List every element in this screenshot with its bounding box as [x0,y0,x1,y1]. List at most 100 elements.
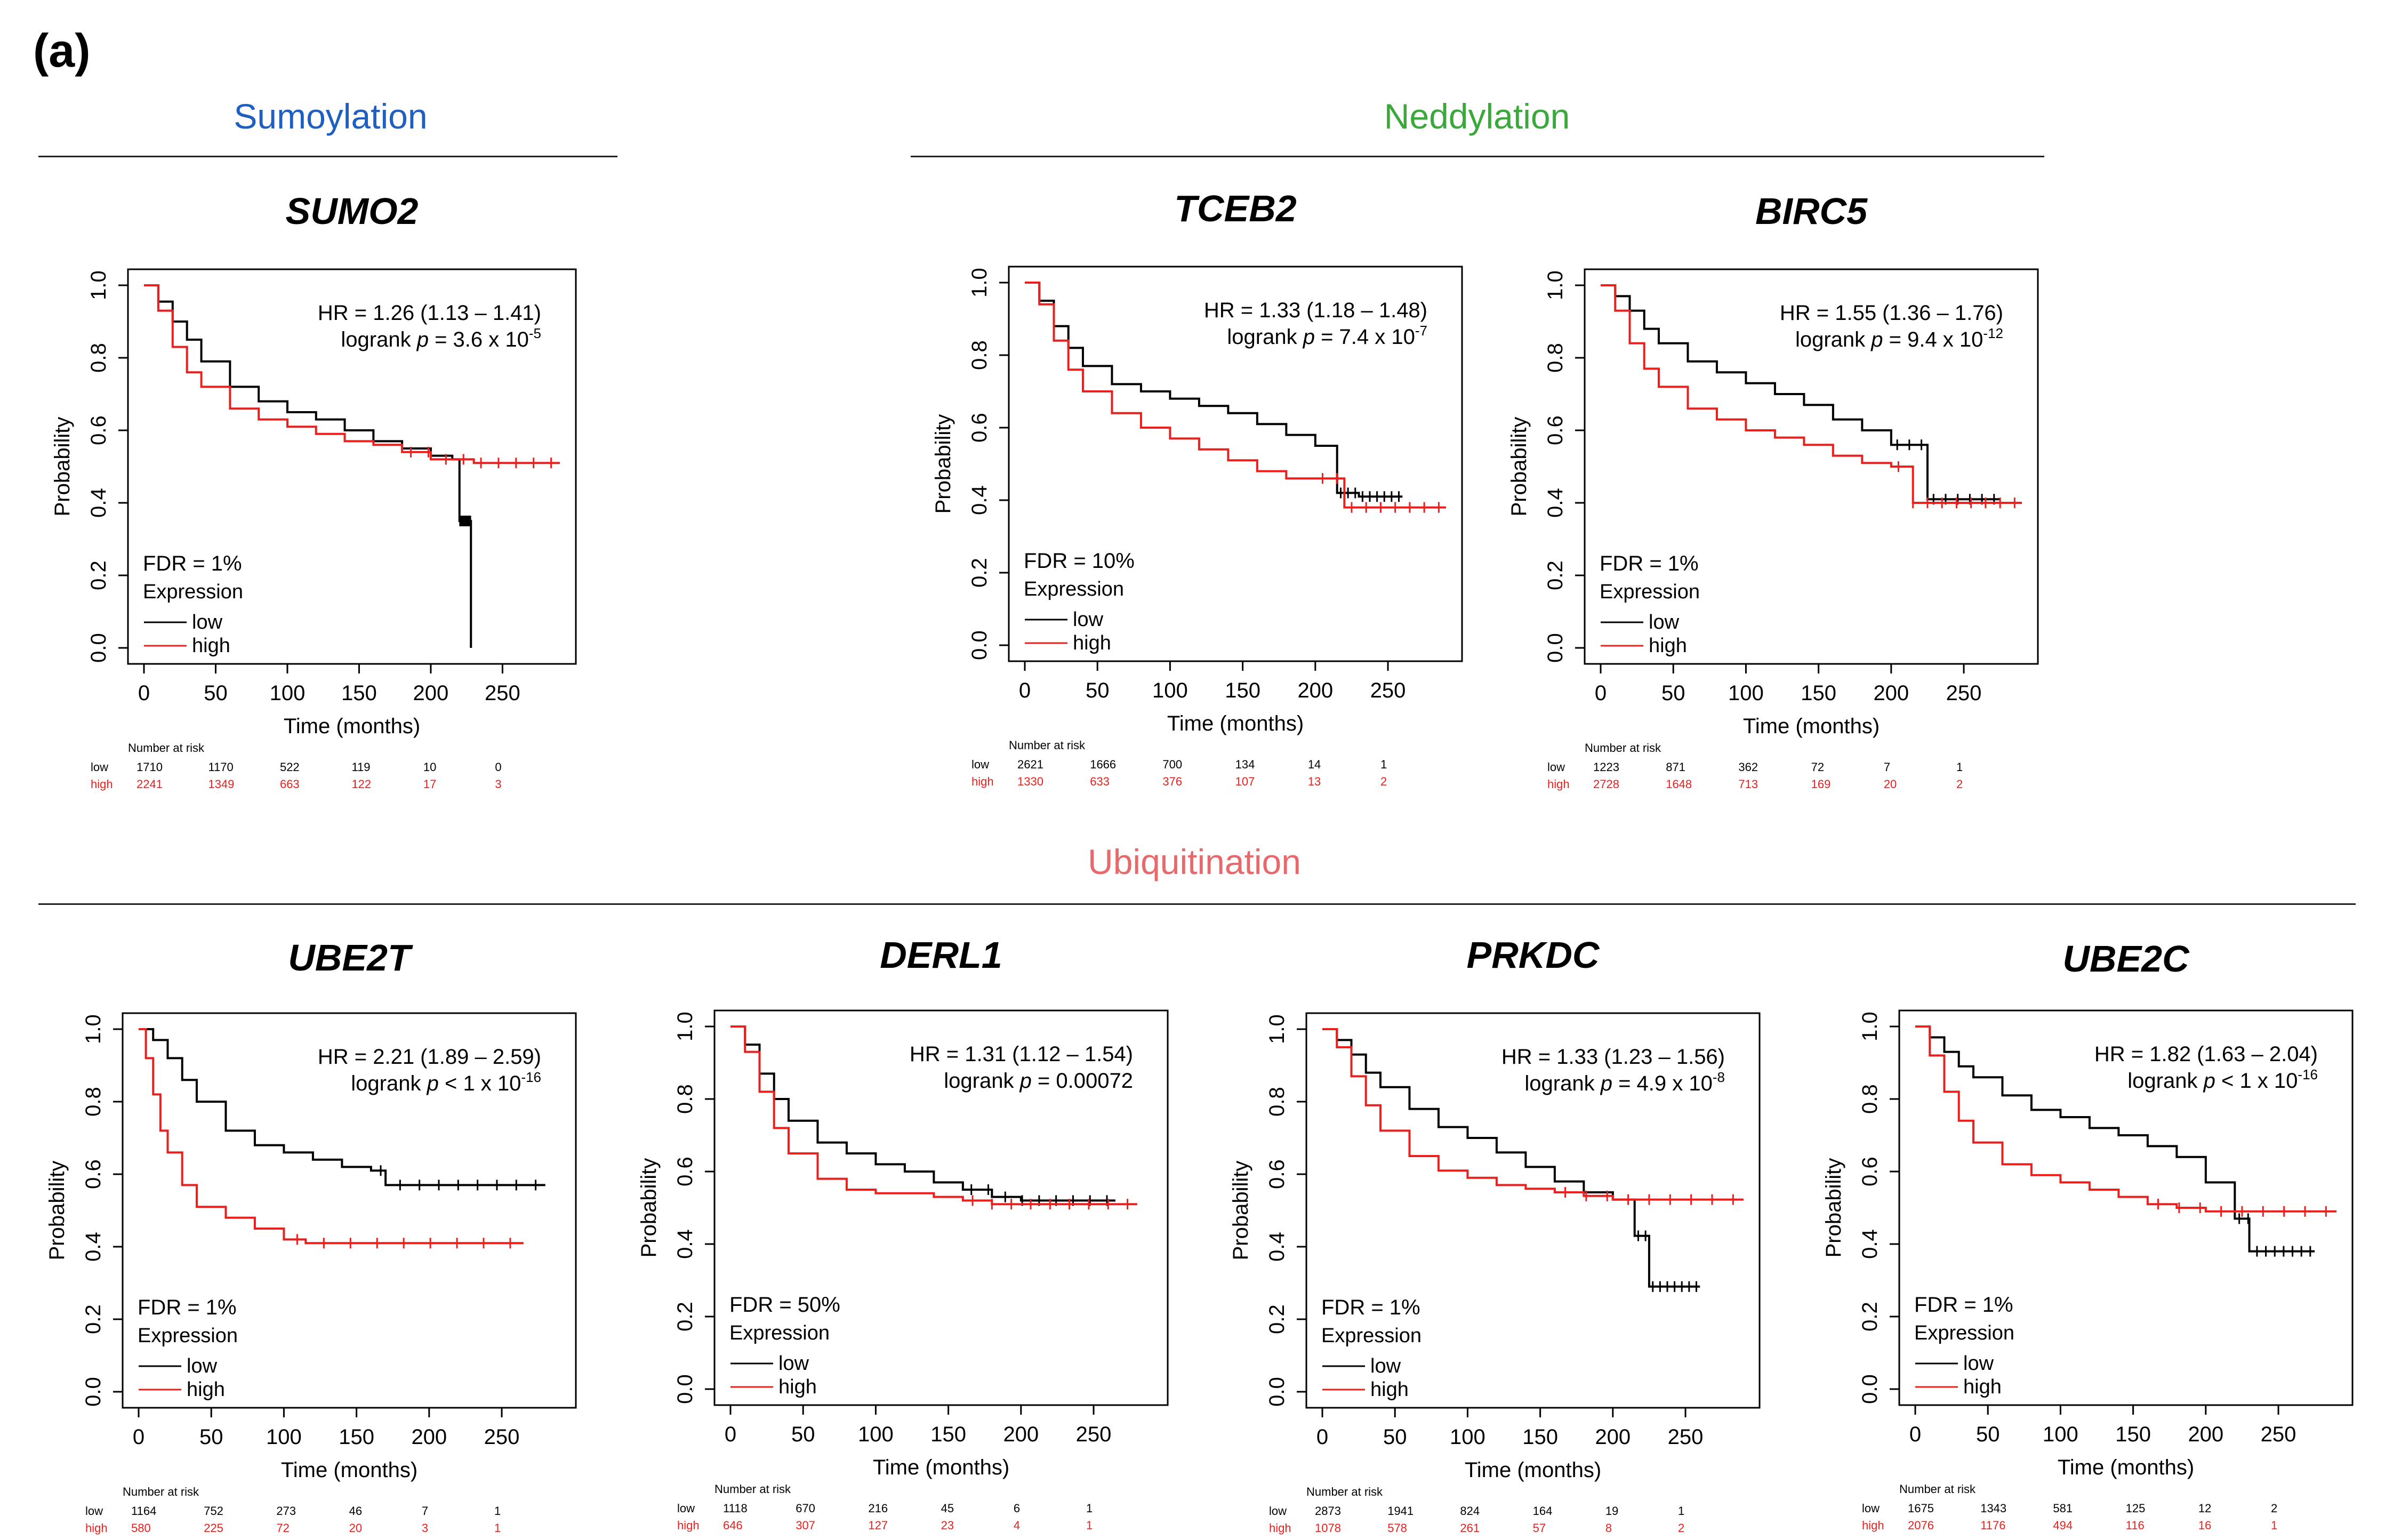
y-tick-label: 0.6 [82,1159,105,1189]
logrank-annotation: logrank p = 7.4 x 10-7 [1227,323,1427,349]
x-tick-label: 250 [2261,1423,2296,1446]
risk-value-low: 1 [1380,758,1387,771]
y-tick-label: 0.2 [673,1302,697,1332]
risk-value-low: 1170 [208,760,233,774]
y-tick-label: 0.2 [82,1304,105,1334]
risk-table-header: Number at risk [1009,739,1086,752]
risk-value-low: 1118 [723,1502,748,1515]
risk-value-high: 23 [941,1519,954,1532]
km-chart-ube2c: UBE2C 0.0 0.2 0.4 0.6 0.8 1.0 Probability 0 50 100… [1822,938,2354,1532]
logrank-annotation: logrank p = 4.9 x 10-8 [1524,1069,1725,1095]
y-tick-label: 0.6 [673,1157,697,1186]
y-tick-label: 1.0 [968,268,991,298]
risk-value-high: 646 [723,1519,743,1532]
risk-value-high: 2241 [136,777,163,791]
risk-value-high: 13 [1308,775,1321,788]
y-tick-label: 0.4 [1265,1232,1289,1262]
logrank-annotation: logrank p = 0.00072 [944,1069,1133,1093]
y-axis-label: Probability [637,1158,661,1258]
legend-title: Expression [1321,1325,1422,1347]
risk-table-header: Number at risk [123,1485,199,1498]
y-axis-label: Probability [1507,417,1531,517]
y-axis-label: Probability [51,417,74,517]
km-curve-high [144,284,560,464]
section-title-neddylation: Neddylation [1384,97,1570,136]
legend-title: Expression [1600,581,1700,603]
risk-value-high: 169 [1811,777,1831,791]
legend-label-low: low [778,1352,809,1375]
plot-frame [127,268,577,665]
x-tick-label: 250 [1076,1423,1112,1446]
risk-value-high: 1648 [1666,777,1692,791]
risk-value-high: 2728 [1593,777,1619,791]
x-tick-label: 50 [204,681,228,705]
chart-title: DERL1 [880,934,1002,976]
risk-value-low: 7 [1884,760,1890,774]
y-tick-label: 0.2 [1544,560,1567,590]
km-curve-low [139,1028,545,1186]
y-tick-label: 0.0 [673,1374,697,1404]
risk-value-low: 0 [495,760,501,774]
risk-value-low: 581 [2053,1502,2073,1515]
x-tick-label: 250 [1946,681,1982,705]
y-tick-label: 0.4 [968,485,991,515]
km-curve-high [139,1028,524,1245]
risk-value-high: 116 [2126,1519,2145,1532]
x-tick-label: 50 [791,1423,815,1446]
hr-annotation: HR = 2.21 (1.89 – 2.59) [318,1045,541,1069]
risk-value-low: 134 [1235,758,1255,771]
risk-value-high: 20 [1884,777,1897,791]
risk-value-low: 1710 [136,760,163,774]
x-tick-label: 150 [1522,1425,1558,1449]
x-tick-label: 200 [1595,1425,1631,1449]
fdr-annotation: FDR = 50% [729,1293,840,1317]
risk-value-high: 72 [276,1521,289,1535]
risk-value-low: 1941 [1387,1504,1414,1518]
risk-value-low: 72 [1811,760,1824,774]
y-tick-label: 0.6 [1544,415,1567,445]
risk-value-high: 225 [204,1521,223,1535]
y-tick-label: 1.0 [82,1014,105,1044]
legend-title: Expression [729,1322,830,1344]
plot-frame [122,1012,577,1409]
hr-annotation: HR = 1.33 (1.23 – 1.56) [1501,1045,1725,1069]
risk-value-high: 2 [1956,777,1963,791]
risk-value-high: 1349 [208,777,234,791]
x-tick-label: 100 [858,1423,894,1446]
y-axis-label: Probability [931,414,955,514]
x-tick-label: 150 [1801,681,1836,705]
hr-annotation: HR = 1.55 (1.36 – 1.76) [1780,301,2003,325]
risk-value-high: 580 [131,1521,151,1535]
risk-value-low: 1343 [1980,1502,2006,1515]
y-tick-label: 0.4 [1544,488,1567,518]
risk-value-low: 1 [494,1504,501,1518]
legend-label-high: high [1073,632,1111,654]
legend-label-low: low [1370,1355,1401,1377]
risk-value-low: 752 [204,1504,223,1518]
y-tick-label: 1.0 [1544,270,1567,300]
x-tick-label: 50 [1661,681,1685,705]
km-chart-birc5: BIRC5 0.0 0.2 0.4 0.6 0.8 1.0 Probability 0 50 100… [1507,190,2039,791]
x-tick-label: 0 [133,1425,144,1449]
risk-value-low: 7 [422,1504,428,1518]
legend-label-high: high [1370,1378,1409,1401]
risk-row-label-low: low [971,758,989,771]
risk-value-high: 633 [1090,775,1110,788]
y-tick-label: 0.6 [87,415,110,445]
x-axis-label: Time (months) [284,715,420,738]
x-axis-label: Time (months) [1743,715,1880,738]
x-tick-label: 0 [1019,679,1031,702]
risk-value-high: 307 [796,1519,815,1532]
y-tick-label: 0.2 [968,558,991,588]
risk-row-label-high: high [971,775,994,788]
x-tick-label: 100 [1152,679,1188,702]
risk-row-label-high: high [677,1519,700,1532]
risk-value-low: 164 [1533,1504,1553,1518]
y-tick-label: 0.8 [968,340,991,370]
risk-value-high: 1176 [1980,1519,2005,1532]
logrank-annotation: logrank p < 1 x 10-16 [2127,1066,2318,1093]
risk-value-low: 14 [1308,758,1321,771]
x-axis-label: Time (months) [281,1458,417,1482]
risk-row-label-low: low [1547,760,1565,774]
x-tick-label: 50 [1383,1425,1407,1449]
